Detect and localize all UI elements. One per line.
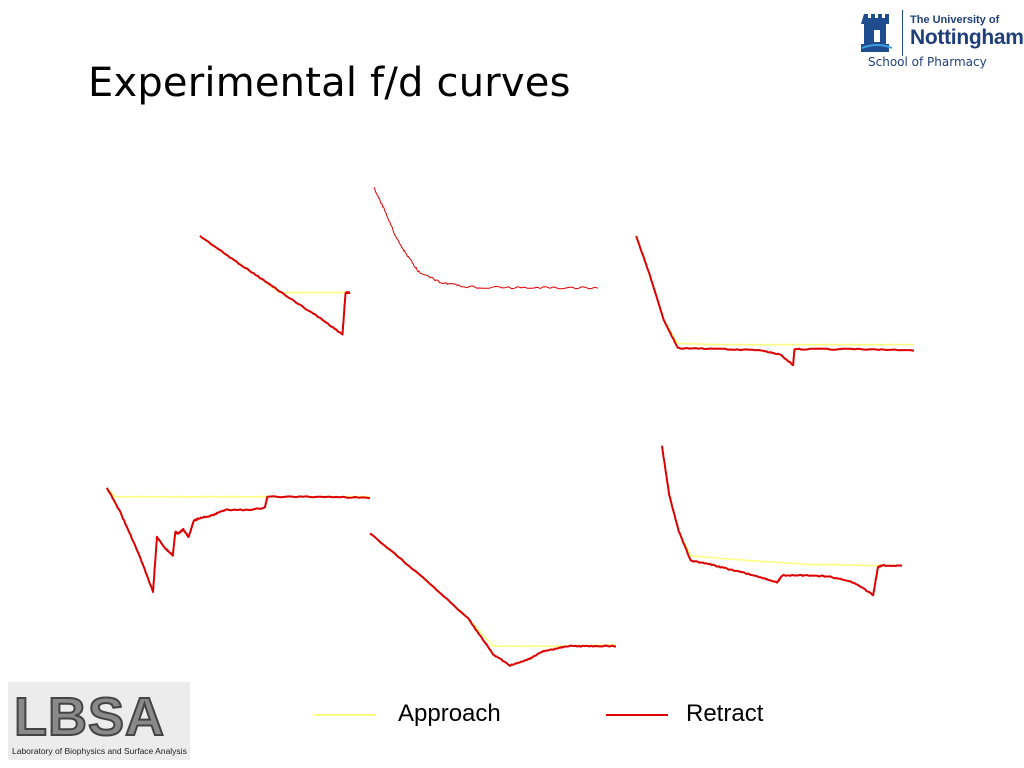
curve-panel-bottom-right	[661, 445, 903, 597]
series-line-approach-bottom-right	[661, 445, 902, 567]
series-line-retract-top-left	[199, 234, 351, 336]
legend-label-approach: Approach	[398, 700, 501, 727]
castle-icon	[861, 14, 893, 52]
lbsa-caption: Laboratory of Biophysics and Surface Ana…	[12, 746, 187, 756]
school-name: School of Pharmacy	[868, 55, 987, 69]
series-line-retract-bottom-left	[106, 487, 371, 593]
legend: Approach Retract	[300, 698, 820, 734]
curve-panel-top-left	[199, 234, 351, 336]
lbsa-logo: LBSA Laboratory of Biophysics and Surfac…	[8, 682, 190, 760]
series-line-retract-bottom-center	[369, 532, 617, 667]
series-line-retract-bottom-right	[661, 445, 903, 597]
curve-panel-bottom-left	[106, 487, 371, 593]
series-line-approach-bottom-center	[369, 532, 617, 648]
curve-panel-top-center	[373, 186, 599, 290]
series-line-approach-bottom-left	[106, 487, 371, 498]
logo-divider	[902, 10, 903, 56]
curve-panel-top-right	[635, 235, 915, 367]
series-line-approach-top-right	[635, 235, 915, 346]
lbsa-letters: LBSA	[13, 686, 165, 748]
university-logo: The University of Nottingham School of P…	[858, 6, 1024, 76]
series-line-approach-top-left	[199, 235, 350, 294]
series-line-retract-top-center	[373, 186, 599, 290]
curve-panel-bottom-center	[369, 532, 617, 667]
legend-swatch-approach	[314, 714, 376, 716]
legend-swatch-retract	[606, 714, 668, 716]
university-name-line1: The University of	[910, 14, 1000, 26]
slide-title: Experimental f/d curves	[88, 60, 571, 106]
series-line-retract-top-right	[635, 235, 915, 367]
university-name-line2: Nottingham	[910, 26, 1024, 49]
legend-label-retract: Retract	[686, 700, 764, 727]
